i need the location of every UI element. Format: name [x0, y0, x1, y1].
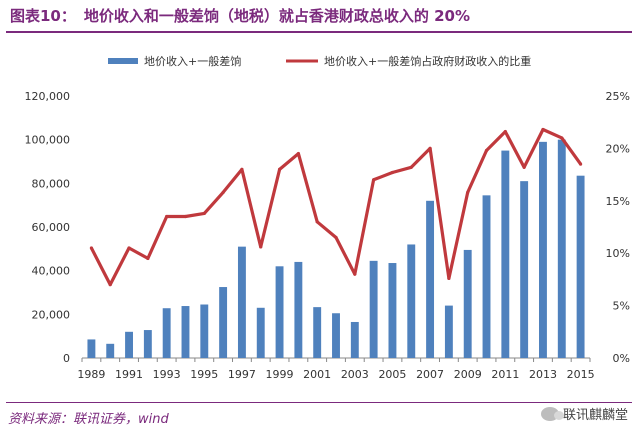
bar — [444, 305, 453, 358]
bar — [237, 246, 246, 358]
watermark-text: 联讯麒麟堂 — [562, 408, 628, 423]
bar — [125, 331, 133, 358]
axes: 0 20,000 40,000 60,000 80,000 100,000 120,000 0… — [25, 90, 631, 381]
y-right-tick-label: 10% — [606, 247, 630, 260]
line-point — [183, 214, 188, 219]
x-tick-label: 1997 — [228, 368, 256, 381]
x-tick-label: 1995 — [190, 368, 218, 381]
x-tick-label: 2015 — [567, 368, 595, 381]
line-point — [334, 235, 338, 240]
line-point — [127, 246, 131, 250]
bar — [350, 321, 359, 358]
line-point — [578, 162, 583, 166]
watermark: 联讯麒麟堂 — [540, 404, 628, 423]
title-text: 地价收入和一般差饷（地税）就占香港财政总收入的 20% — [83, 7, 471, 25]
line-point — [221, 190, 225, 195]
wechat-icon — [540, 406, 564, 421]
x-tick-label: 2011 — [491, 368, 519, 381]
y-left-tick-label: 40,000 — [32, 265, 71, 278]
legend-label-line: 地价收入+一般差饷占政府财政收入的比重 — [324, 54, 531, 68]
chart-title: 图表10： 地价收入和一般差饷（地税）就占香港财政总收入的 20% — [10, 2, 630, 30]
bar — [200, 304, 209, 358]
y-right-tick-label: 15% — [606, 195, 630, 208]
line-point — [89, 246, 94, 250]
bar — [576, 175, 585, 358]
y-right-tick-label: 0% — [613, 352, 630, 365]
bar — [369, 260, 378, 358]
y-right-tick-label: 25% — [606, 90, 630, 103]
footer-divider — [6, 402, 632, 403]
x-tick-label: 1989 — [77, 368, 105, 381]
bar — [313, 307, 322, 358]
bar — [407, 244, 416, 358]
x-tick-label: 1991 — [115, 368, 143, 381]
bar — [388, 263, 397, 358]
line-point — [484, 148, 489, 153]
x-tick-label: 2001 — [303, 368, 331, 381]
bar — [275, 266, 284, 358]
y-right-tick-label: 5% — [613, 300, 630, 313]
bar — [106, 343, 115, 358]
source-note: 资料来源：联讯证券，wind — [8, 412, 169, 427]
bar — [162, 308, 171, 358]
line-point — [315, 220, 319, 224]
line-point — [428, 146, 432, 150]
y-left-tick-label: 120,000 — [25, 90, 71, 103]
line-point — [409, 165, 413, 169]
legend-swatch-bar — [108, 58, 138, 64]
x-tick-label: 2013 — [529, 368, 557, 381]
title-divider — [6, 31, 632, 33]
legend: 地价收入+一般差饷 地价收入+一般差饷占政府财政收入的比重 — [108, 54, 531, 68]
line-point — [390, 170, 395, 175]
figure-label: 图表10： — [10, 7, 76, 25]
bar — [557, 139, 566, 358]
bar — [332, 313, 340, 358]
bar — [219, 287, 228, 358]
line-point — [202, 211, 206, 215]
y-left-tick-label: 20,000 — [32, 308, 71, 321]
line-point — [277, 167, 282, 171]
y-left-tick-label: 80,000 — [32, 177, 71, 190]
x-tick-label: 2007 — [416, 368, 444, 381]
chart-canvas: 地价收入+一般差饷 地价收入+一般差饷占政府财政收入的比重 0 20,000 40,0… — [25, 54, 631, 381]
line-point — [503, 130, 507, 134]
y-left-tick-label: 100,000 — [25, 134, 71, 147]
bar-series — [87, 139, 585, 358]
y-right-tick-label: 20% — [606, 142, 630, 155]
line-point — [240, 167, 244, 171]
bar — [426, 200, 435, 358]
line-point — [372, 178, 376, 182]
line-point — [165, 214, 169, 219]
bar — [181, 306, 190, 358]
x-tick-label: 2009 — [454, 368, 482, 381]
line-point — [466, 190, 470, 195]
y-left-tick-label: 60,000 — [32, 221, 71, 234]
x-tick-label: 1993 — [153, 368, 181, 381]
line-series — [89, 127, 583, 287]
line-point — [447, 276, 451, 280]
bar — [501, 150, 510, 358]
line-point — [522, 165, 526, 169]
bar — [294, 261, 303, 358]
bar — [539, 141, 547, 358]
bar — [256, 307, 265, 358]
legend-label-bar: 地价收入+一般差饷 — [144, 54, 241, 68]
line-point — [541, 127, 545, 132]
bar — [520, 181, 529, 358]
line-point — [560, 136, 564, 140]
bar — [482, 195, 491, 358]
x-tick-label: 2003 — [341, 368, 369, 381]
line-point — [296, 152, 300, 156]
bar — [87, 339, 96, 358]
line-point — [353, 272, 357, 276]
line-point — [259, 245, 263, 249]
bar — [143, 330, 152, 358]
x-tick-label: 2005 — [378, 368, 406, 381]
x-tick-label: 1999 — [266, 368, 294, 381]
line-point — [108, 283, 112, 287]
line-point — [146, 256, 150, 261]
y-left-tick-label: 0 — [63, 352, 70, 365]
bar — [463, 249, 472, 358]
